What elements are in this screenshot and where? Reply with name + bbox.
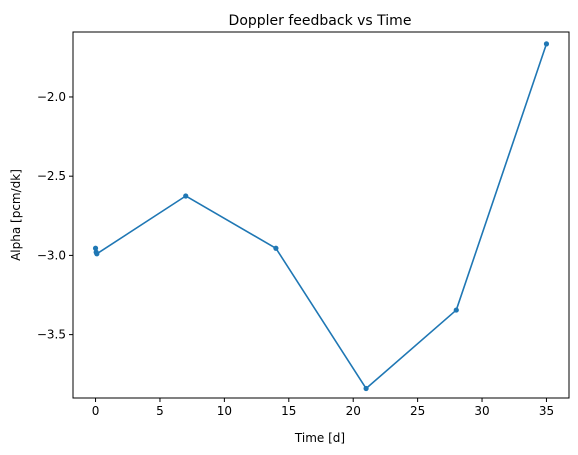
x-axis-label: Time [d] <box>294 431 345 445</box>
series-layer <box>92 41 550 392</box>
x-tick-label: 0 <box>92 404 100 418</box>
y-axis-label: Alpha [pcm/dk] <box>9 169 23 261</box>
x-tick-label: 35 <box>539 404 554 418</box>
chart-title: Doppler feedback vs Time <box>229 13 412 29</box>
data-point <box>273 245 279 251</box>
x-axis-ticks: 0 5 10 15 20 25 30 35 <box>92 398 554 418</box>
x-tick-label: 15 <box>281 404 296 418</box>
data-point <box>363 385 369 392</box>
y-tick-label: −3.0 <box>37 248 66 262</box>
data-point <box>92 245 99 251</box>
data-point <box>543 41 550 47</box>
y-axis-ticks: −3.5 −3.0 −2.5 −2.0 <box>37 90 73 342</box>
plot-area <box>72 31 570 399</box>
x-tick-label: 10 <box>217 404 232 418</box>
x-tick-label: 5 <box>156 404 164 418</box>
data-point <box>453 307 459 313</box>
data-point <box>183 193 189 199</box>
axes-frame <box>72 31 570 399</box>
x-tick-label: 20 <box>346 404 361 418</box>
x-tick-label: 30 <box>474 404 489 418</box>
y-tick-label: −2.0 <box>37 90 66 104</box>
y-tick-label: −2.5 <box>37 169 66 183</box>
y-tick-label: −3.5 <box>37 328 66 342</box>
x-tick-label: 25 <box>410 404 425 418</box>
data-point <box>94 251 100 257</box>
